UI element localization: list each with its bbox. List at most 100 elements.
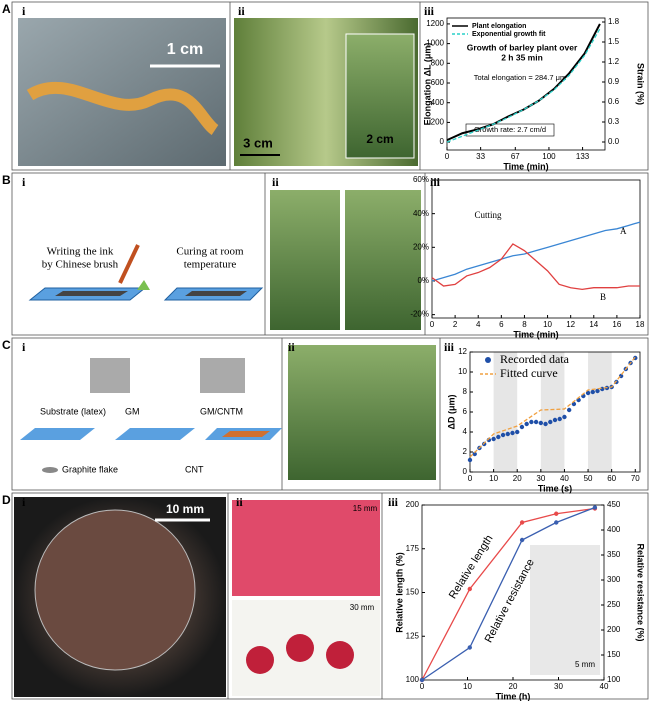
x-tick-label: 60 [607,474,616,483]
y2-tick-label: 150 [607,650,621,659]
y-tick-label: 10 [458,367,467,376]
y-tick-label: -20% [410,310,429,319]
band [493,352,518,472]
band [540,352,565,472]
panel-label: C [2,338,11,352]
marker [467,457,473,463]
band [588,352,612,472]
subpanel-label: ii [288,340,295,354]
panel-label: D [2,493,11,507]
photo [232,500,380,596]
marker [557,416,562,422]
y2-tick-label: 0.3 [608,117,620,126]
y-tick-label: 1200 [426,19,444,28]
y2-tick-label: 1.2 [608,57,620,66]
legend-label: Plant elongation [472,23,526,30]
diagram-text: GM/CNTM [200,406,243,416]
legend-label: Exponential growth fit [472,31,546,38]
y-axis-label: ΔD (μm) [446,395,456,430]
photo [288,345,436,480]
x-tick-label: 50 [584,474,593,483]
x-tick-label: 14 [589,320,598,329]
y2-tick-label: 400 [607,525,621,534]
marker [590,389,595,395]
y-tick-label: 200 [431,118,445,127]
x-axis-label: Time (h) [496,691,531,701]
diagram-text: by Chinese brush [42,259,119,271]
diagram-text: Curing at room [176,246,244,258]
cntm [222,431,270,437]
marker [595,388,600,394]
y2-tick-label: 0.0 [608,137,620,146]
diagram-text: CNT [185,464,204,474]
x-tick-label: 12 [566,320,575,329]
marker [585,390,591,396]
marker [566,407,572,413]
y-tick-label: 60% [413,175,429,184]
series-label: Relative length [447,533,496,601]
y-tick-label: 4 [463,427,468,436]
x-tick-label: 0 [420,682,425,691]
ink [185,291,247,296]
x-tick-label: 0 [430,320,435,329]
annotation-box [465,123,555,137]
y-tick-label: 40% [413,209,429,218]
legend-marker [485,357,491,363]
dome [34,509,196,671]
y2-tick-label: 0.9 [608,77,620,86]
x-tick-label: 10 [489,474,498,483]
y-tick-label: 100 [406,675,420,684]
ink [55,291,128,296]
x-tick-label: 30 [554,682,563,691]
inset-photo [90,358,130,393]
x-tick-label: 133 [576,152,590,161]
x-tick-label: 100 [542,152,556,161]
scale-label: 10 mm [166,502,204,516]
marker [562,414,567,420]
marker [529,419,534,425]
subpanel-label: ii [238,4,245,18]
scale-label: 2 cm [366,132,393,146]
y2-tick-label: 250 [607,600,621,609]
subpanel-label: ii [236,495,243,509]
y-tick-label: 1000 [426,39,444,48]
subpanel-label: i [22,175,26,189]
y-tick-label: 20% [413,242,429,251]
x-tick-label: 10 [463,682,472,691]
diagram-text: temperature [184,259,237,271]
flake-icon [42,467,58,473]
y2-axis-label: Strain (%) [636,63,646,105]
marker [552,417,558,423]
marker [472,451,477,457]
marker [592,505,598,510]
x-tick-label: 70 [631,474,640,483]
legend-label: Recorded data [500,352,570,366]
x-tick-label: 8 [522,320,527,329]
x-tick-label: 0 [445,152,450,161]
y-axis-label: Relative length (%) [394,552,404,633]
marker [554,511,559,516]
marker [467,645,472,650]
subpanel-label: i [22,495,26,509]
rose [286,634,314,662]
series-line [446,23,601,142]
x-tick-label: 16 [612,320,621,329]
x-tick-label: 18 [636,320,645,329]
y-tick-label: 175 [406,544,420,553]
sensor [26,81,219,135]
subpanel-label: iii [388,495,399,509]
scale-label: 3 cm [243,135,273,150]
y2-tick-label: 100 [607,675,621,684]
y-axis-label: Elongation ΔL (μm) [422,43,432,126]
y2-tick-label: 350 [607,550,621,559]
marker [491,436,496,442]
y-tick-label: 600 [431,78,445,87]
marker [524,421,529,427]
marker [519,520,525,525]
arrow [137,280,150,290]
inset-photo [200,358,245,393]
x-tick-label: 4 [476,320,481,329]
y2-tick-label: 0.6 [608,97,620,106]
x-tick-label: 2 [453,320,458,329]
